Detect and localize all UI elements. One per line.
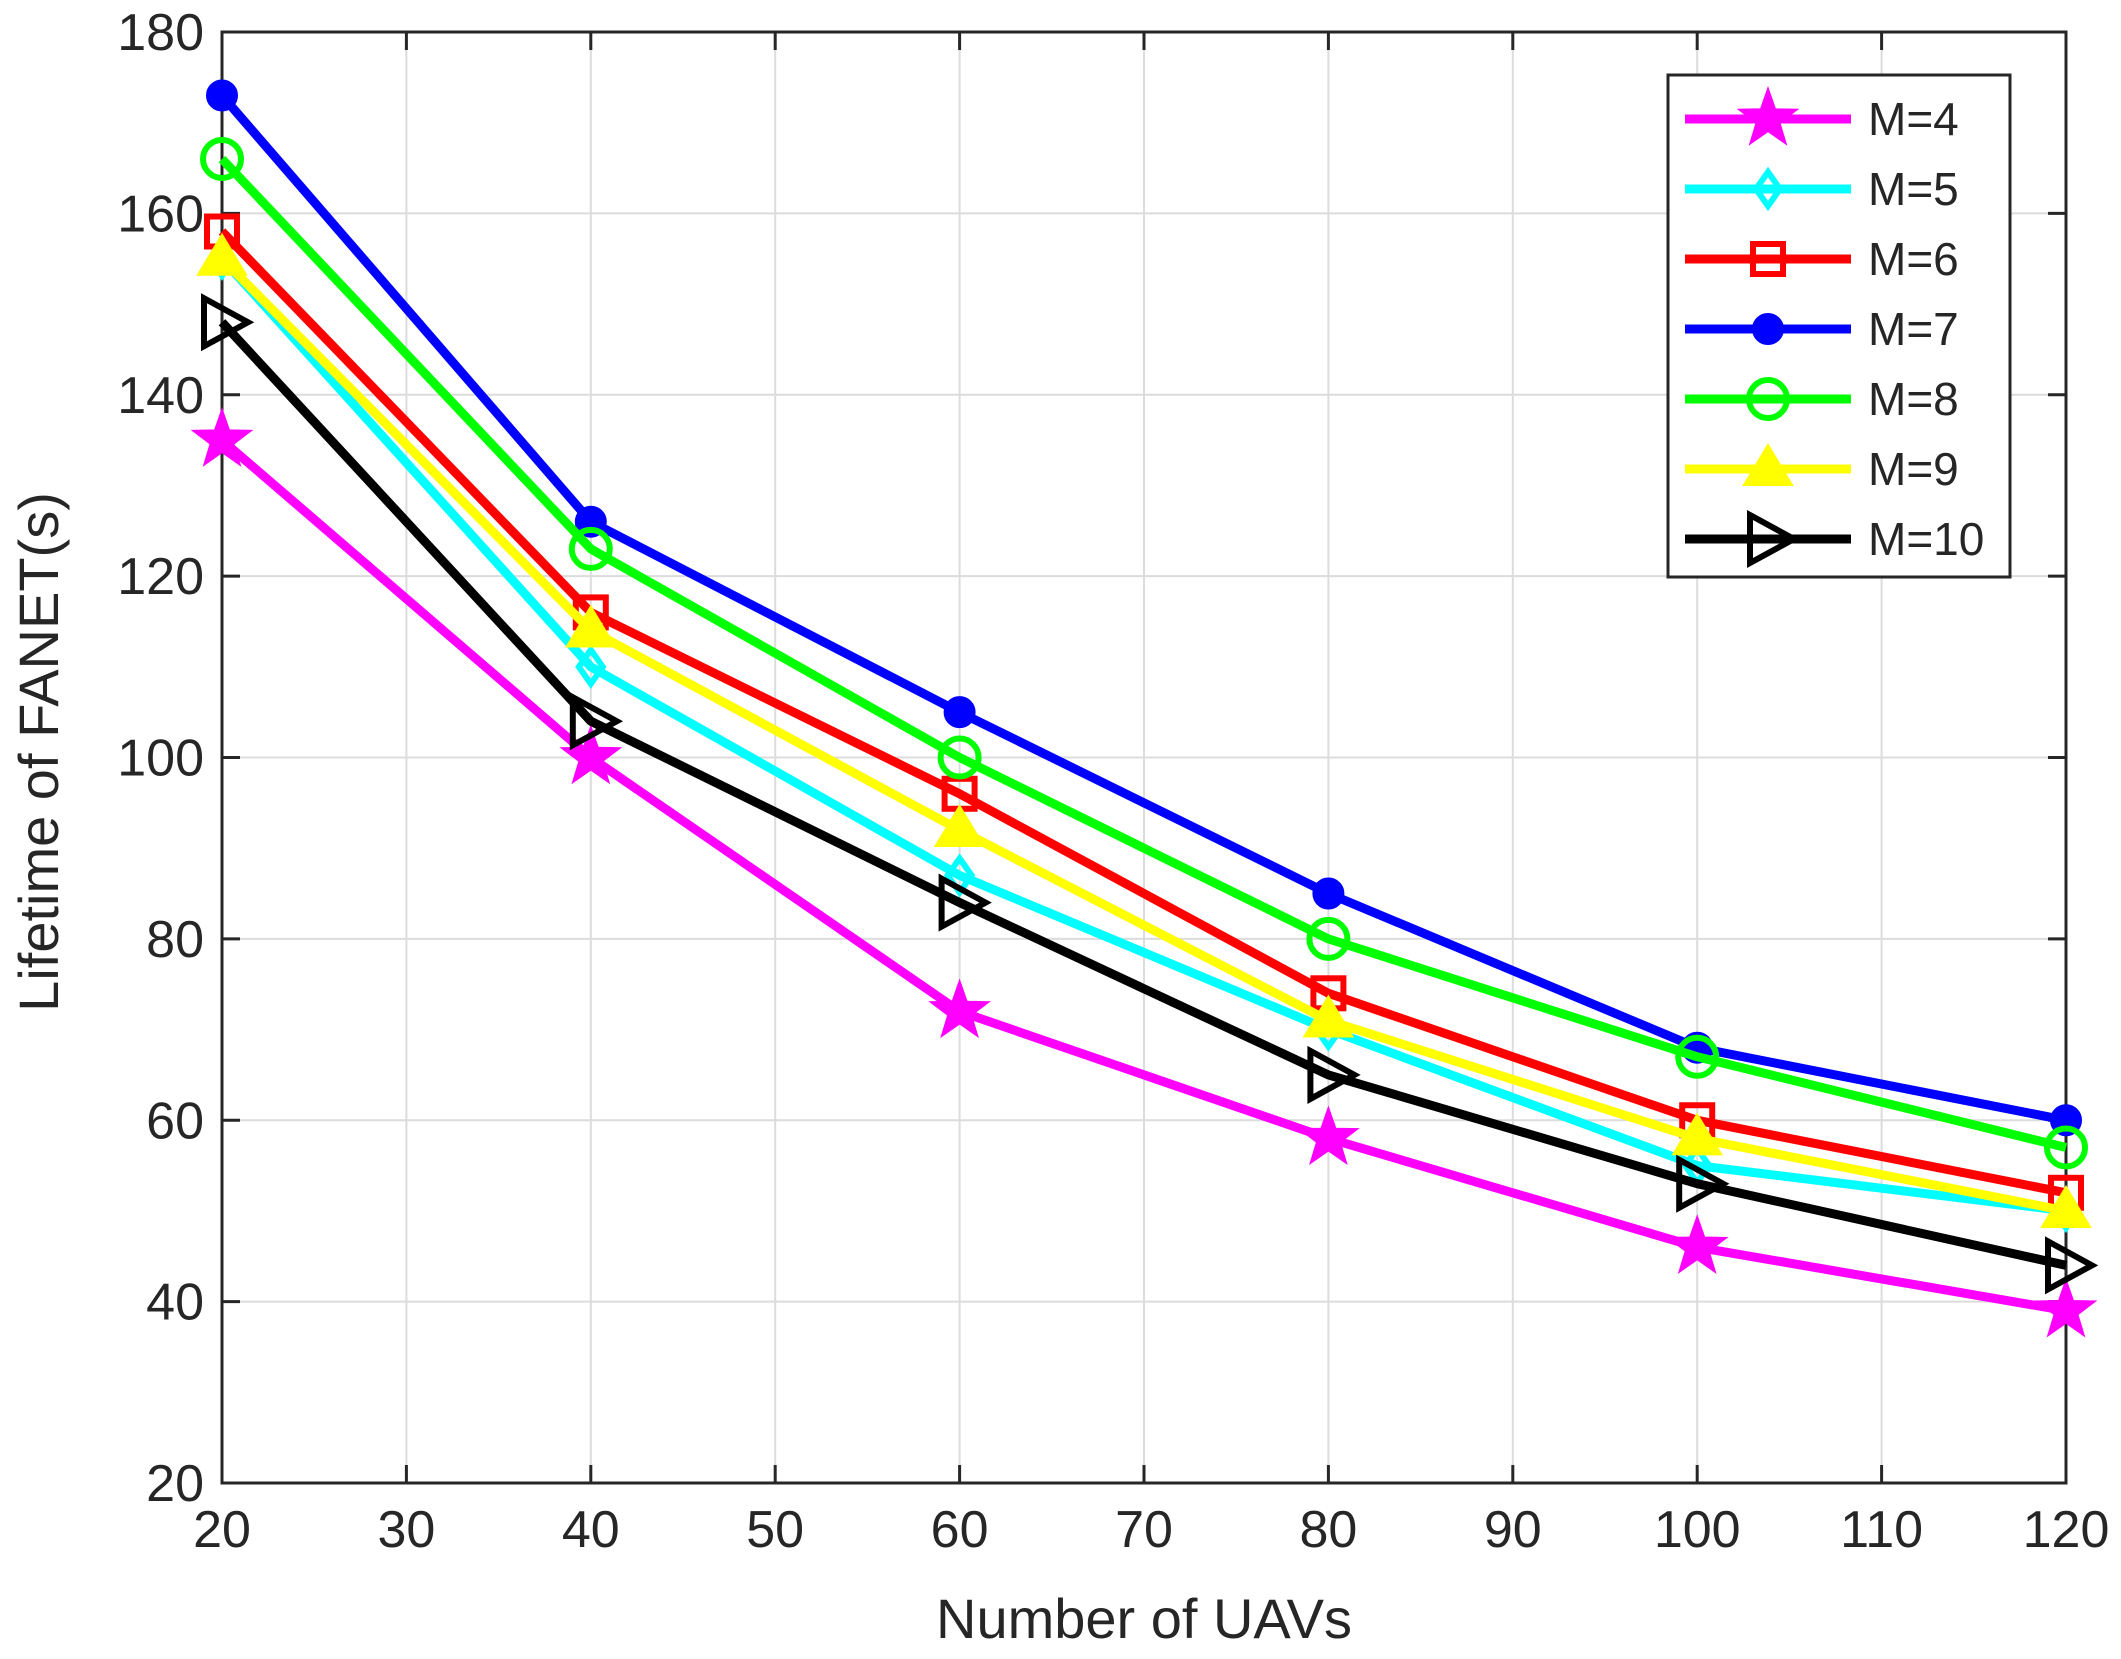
data-point: [559, 724, 623, 785]
series-line: [218, 92, 2067, 1125]
x-axis-title: Number of UAVs: [936, 1587, 1352, 1650]
x-tick-label: 110: [1840, 1501, 1923, 1559]
data-point: [1297, 1105, 1360, 1166]
series-line: [218, 155, 2068, 1152]
series-M=8: [200, 136, 2088, 1170]
legend-label: M=5: [1868, 163, 1959, 215]
data-point: [1312, 877, 1345, 910]
data-point: [1665, 1214, 1729, 1274]
series-line: [218, 255, 2067, 1216]
legend-swatch-marker: [1750, 241, 1786, 277]
data-point: [937, 735, 982, 780]
legend-entry: M=7: [1685, 303, 1959, 355]
data-point: [196, 232, 248, 276]
legend-label: M=10: [1868, 513, 1984, 565]
x-tick-label: 120: [2023, 1501, 2110, 1559]
legend-swatch-marker: [1742, 443, 1794, 486]
data-point: [943, 853, 976, 898]
series-line: [218, 255, 2067, 1216]
data-point: [569, 692, 624, 751]
series-line: [218, 228, 2067, 1198]
data-point: [1302, 994, 1355, 1038]
x-tick-label: 90: [1484, 1501, 1542, 1559]
series-M=10: [201, 293, 2099, 1295]
series: [190, 79, 2099, 1338]
data-point: [200, 136, 244, 181]
legend-entry: M=10: [1685, 509, 1984, 569]
x-tick-label: 40: [562, 1501, 620, 1559]
legend: M=4 M=5 M=6 M=7 M=8 M=9 M=10: [1666, 73, 2012, 579]
tick-labels: 20 30 40 50 60 70 80 90 100 110 120 20 40 60 80 100 120 1…: [117, 4, 2109, 1559]
y-tick-label: 20: [146, 1455, 204, 1513]
data-point: [565, 604, 617, 648]
data-point: [938, 873, 992, 932]
data-point: [201, 293, 255, 352]
series-M=4: [190, 407, 2098, 1338]
y-tick-label: 40: [146, 1274, 204, 1332]
data-point: [933, 804, 986, 848]
series-line: [219, 436, 2067, 1316]
legend-entry: M=9: [1685, 443, 1959, 495]
data-point: [1671, 1112, 1723, 1156]
data-point: [943, 696, 976, 729]
legend-swatch-marker: [1752, 313, 1784, 345]
x-tick-label: 100: [1654, 1501, 1741, 1559]
data-point: [1307, 1045, 1361, 1104]
y-axis-title: Lifetime of FANET(s): [7, 492, 70, 1012]
y-tick-label: 100: [117, 730, 204, 788]
x-tick-label: 20: [193, 1501, 251, 1559]
legend-swatch-marker: [1747, 509, 1801, 569]
data-point: [2045, 1236, 2099, 1295]
y-tick-label: 80: [146, 911, 204, 969]
legend-entry: M=4: [1685, 85, 1959, 146]
legend-swatch-marker: [1746, 377, 1790, 421]
x-tick-label: 30: [377, 1501, 435, 1559]
data-point: [928, 978, 991, 1039]
data-point: [1306, 916, 1351, 961]
data-point: [2040, 1184, 2092, 1228]
data-point: [2034, 1277, 2098, 1338]
legend-entry: M=8: [1685, 373, 1959, 425]
data-point: [206, 79, 238, 112]
legend-label: M=7: [1868, 303, 1959, 355]
y-tick-label: 180: [117, 4, 204, 62]
legend-label: M=9: [1868, 443, 1959, 495]
data-point: [568, 526, 613, 571]
data-point: [1676, 1154, 1730, 1213]
y-tick-label: 160: [117, 185, 204, 243]
y-tick-label: 140: [117, 367, 204, 425]
series-M=9: [196, 232, 2092, 1228]
x-tick-label: 60: [931, 1501, 989, 1559]
x-tick-label: 70: [1115, 1501, 1173, 1559]
data-point: [190, 407, 254, 467]
series-line: [218, 319, 2067, 1270]
data-point: [1675, 1034, 1720, 1079]
legend-entry: M=5: [1685, 163, 1959, 215]
legend-label: M=4: [1868, 93, 1959, 145]
legend-swatch-marker: [1752, 166, 1784, 212]
x-tick-label: 50: [746, 1501, 804, 1559]
data-point: [2044, 1125, 2088, 1170]
legend-label: M=6: [1868, 233, 1959, 285]
legend-swatch-marker: [1736, 85, 1800, 146]
legend-entry: M=6: [1685, 233, 1959, 285]
x-tick-label: 80: [1299, 1501, 1357, 1559]
data-point: [575, 644, 607, 690]
y-tick-label: 60: [146, 1092, 204, 1150]
y-tick-label: 120: [117, 548, 204, 606]
legend-label: M=8: [1868, 373, 1959, 425]
